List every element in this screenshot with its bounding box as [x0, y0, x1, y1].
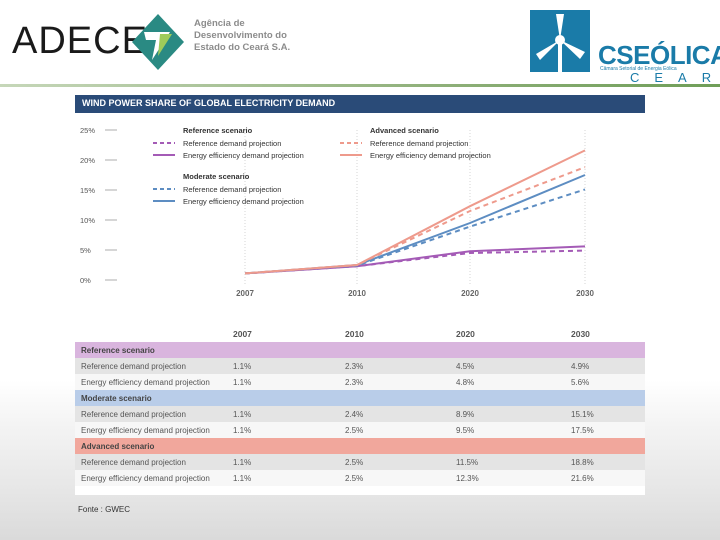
- row-value: 17.5%: [571, 426, 594, 435]
- adece-wordmark: ADECE: [12, 20, 148, 62]
- table-row: Energy efficiency demand projection 1.1%…: [75, 470, 645, 486]
- y-tick-label: 10%: [80, 216, 95, 225]
- row-label: Energy efficiency demand projection: [81, 426, 210, 435]
- row-value: 12.3%: [456, 474, 479, 483]
- wind-turbine-logo-icon: [530, 10, 590, 72]
- legend-adv-ref-label: Reference demand projection: [370, 139, 468, 148]
- table-section-reference: Reference scenario: [75, 342, 645, 358]
- row-value: 1.1%: [233, 362, 252, 371]
- legend-mod-eff-label: Energy efficiency demand projection: [183, 197, 304, 206]
- row-value: 1.1%: [233, 410, 252, 419]
- cseolica-subtitle: Câmara Setorial de Energia Eólica: [600, 66, 677, 72]
- row-value: 2.3%: [345, 378, 364, 387]
- table-header-year: 2007: [233, 329, 252, 339]
- row-value: 4.8%: [456, 378, 475, 387]
- row-value: 5.6%: [571, 378, 590, 387]
- row-value: 4.5%: [456, 362, 475, 371]
- legend-mod-ref-label: Reference demand projection: [183, 185, 281, 194]
- row-value: 1.1%: [233, 458, 252, 467]
- x-tick-label: 2020: [461, 289, 479, 298]
- legend-adv-eff-label: Energy efficiency demand projection: [370, 151, 491, 160]
- row-value: 2.5%: [345, 474, 364, 483]
- chart-title: WIND POWER SHARE OF GLOBAL ELECTRICITY D…: [82, 98, 336, 108]
- x-tick-label: 2007: [236, 289, 254, 298]
- legend-moderate-title: Moderate scenario: [183, 172, 250, 181]
- row-value: 2.4%: [345, 410, 364, 419]
- row-value: 9.5%: [456, 426, 475, 435]
- legend-ref-ref-label: Reference demand projection: [183, 139, 281, 148]
- table-header-row: 2007 2010 2020 2030: [75, 325, 645, 342]
- row-value: 11.5%: [456, 458, 479, 467]
- row-value: 1.1%: [233, 378, 252, 387]
- row-value: 18.8%: [571, 458, 594, 467]
- row-label: Reference demand projection: [81, 362, 186, 371]
- y-tick-label: 20%: [80, 156, 95, 165]
- legend-reference-title: Reference scenario: [183, 126, 253, 135]
- legend-advanced-title: Advanced scenario: [370, 126, 439, 135]
- table-section-advanced: Advanced scenario: [75, 438, 645, 454]
- data-table: 2007 2010 2020 2030 Reference scenario R…: [75, 325, 645, 486]
- row-value: 4.9%: [571, 362, 590, 371]
- cseolica-wordmark: CSEÓLICA: [598, 40, 720, 70]
- y-tick-label: 5%: [80, 246, 91, 255]
- table-row: Reference demand projection 1.1% 2.3% 4.…: [75, 358, 645, 374]
- x-tick-label: 2010: [348, 289, 366, 298]
- section-title: Moderate scenario: [81, 394, 152, 403]
- source-note: Fonte : GWEC: [78, 505, 131, 514]
- table-header-year: 2030: [571, 329, 590, 339]
- table-header-year: 2020: [456, 329, 475, 339]
- x-tick-label: 2030: [576, 289, 594, 298]
- row-label: Reference demand projection: [81, 458, 186, 467]
- table-row: Reference demand projection 1.1% 2.5% 11…: [75, 454, 645, 470]
- row-value: 21.6%: [571, 474, 594, 483]
- row-value: 2.5%: [345, 426, 364, 435]
- y-tick-label: 25%: [80, 126, 95, 135]
- y-tick-label: 0%: [80, 276, 91, 285]
- section-title: Reference scenario: [81, 346, 155, 355]
- row-value: 2.5%: [345, 458, 364, 467]
- line-chart: 25% 20% 15% 10% 5% 0% 2007 2010 2020 2030 Refere…: [80, 126, 594, 298]
- ceara-label: CEARÁ: [630, 70, 720, 85]
- row-value: 1.1%: [233, 426, 252, 435]
- row-value: 1.1%: [233, 474, 252, 483]
- row-label: Energy efficiency demand projection: [81, 474, 210, 483]
- row-value: 2.3%: [345, 362, 364, 371]
- page-header: ADECE Agência de Desenvolvimento do Esta…: [0, 0, 720, 88]
- legend-ref-eff-label: Energy efficiency demand projection: [183, 151, 304, 160]
- adece-logo-icon: [132, 14, 184, 70]
- row-value: 8.9%: [456, 410, 475, 419]
- section-title: Advanced scenario: [81, 442, 155, 451]
- row-value: 15.1%: [571, 410, 594, 419]
- table-row: Energy efficiency demand projection 1.1%…: [75, 422, 645, 438]
- row-label: Energy efficiency demand projection: [81, 378, 210, 387]
- table-header-year: 2010: [345, 329, 364, 339]
- table-row: Reference demand projection 1.1% 2.4% 8.…: [75, 406, 645, 422]
- series-line-advanced-efficiency-demand: [244, 149, 586, 275]
- header-divider: [0, 84, 720, 87]
- row-label: Reference demand projection: [81, 410, 186, 419]
- table-row: Energy efficiency demand projection 1.1%…: [75, 374, 645, 390]
- series-line-advanced-reference-demand: [244, 166, 586, 275]
- agency-name: Agência de Desenvolvimento do Estado do …: [194, 18, 291, 53]
- y-tick-label: 15%: [80, 186, 95, 195]
- chart-title-bar: WIND POWER SHARE OF GLOBAL ELECTRICITY D…: [75, 95, 645, 113]
- table-section-moderate: Moderate scenario: [75, 390, 645, 406]
